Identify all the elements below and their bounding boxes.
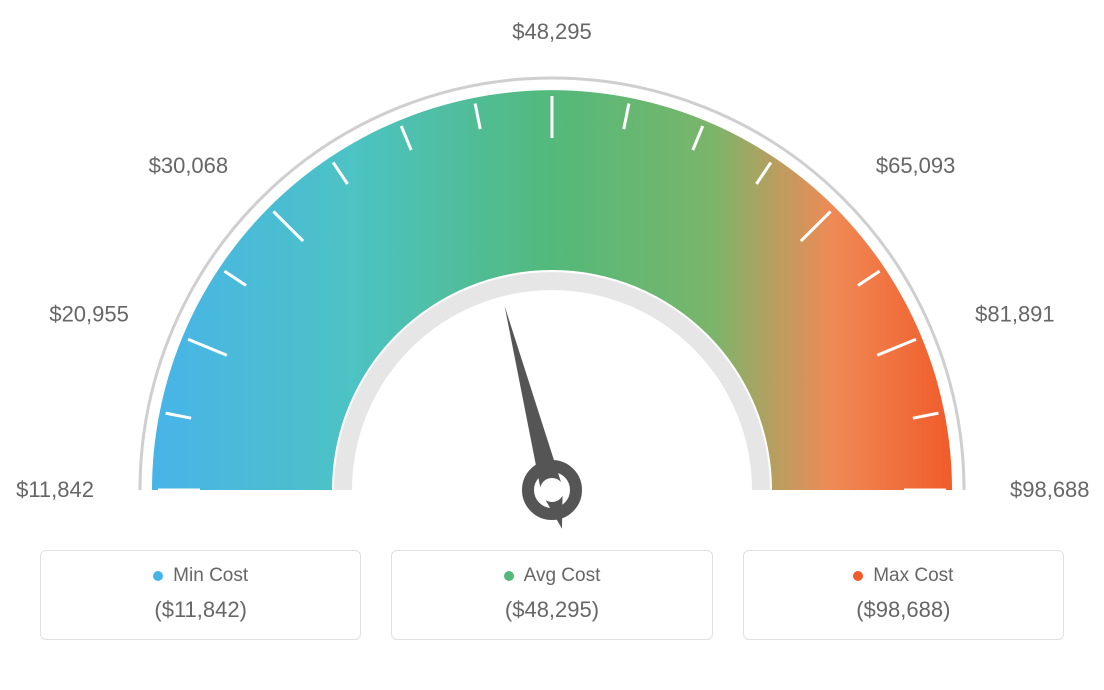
min-cost-label-row: Min Cost [153,565,248,587]
max-dot-icon [853,571,863,581]
svg-text:$30,068: $30,068 [149,153,229,178]
gauge-area: $11,842 $20,955 $30,068 $48,295 $65,093 $81,8… [0,0,1104,560]
avg-cost-label-row: Avg Cost [504,565,601,587]
max-cost-value: ($98,688) [762,597,1045,623]
avg-dot-icon [504,571,514,581]
cost-gauge-chart: $11,842 $20,955 $30,068 $48,295 $65,093 $81,8… [0,0,1104,690]
svg-text:$65,093: $65,093 [876,153,956,178]
max-cost-label: Max Cost [873,565,953,587]
avg-cost-label: Avg Cost [524,565,601,587]
svg-text:$81,891: $81,891 [975,302,1055,327]
avg-cost-value: ($48,295) [410,597,693,623]
svg-text:$20,955: $20,955 [49,302,129,327]
avg-cost-card: Avg Cost ($48,295) [391,550,712,640]
svg-text:$48,295: $48,295 [512,19,592,44]
min-cost-card: Min Cost ($11,842) [40,550,361,640]
max-cost-card: Max Cost ($98,688) [743,550,1064,640]
gauge-svg: $11,842 $20,955 $30,068 $48,295 $65,093 $81,8… [0,0,1104,560]
max-cost-label-row: Max Cost [853,565,953,587]
min-cost-label: Min Cost [173,565,248,587]
cost-summary-cards: Min Cost ($11,842) Avg Cost ($48,295) Ma… [0,550,1104,640]
svg-text:$11,842: $11,842 [16,477,94,502]
min-dot-icon [153,571,163,581]
svg-text:$98,688: $98,688 [1010,477,1090,502]
min-cost-value: ($11,842) [59,597,342,623]
